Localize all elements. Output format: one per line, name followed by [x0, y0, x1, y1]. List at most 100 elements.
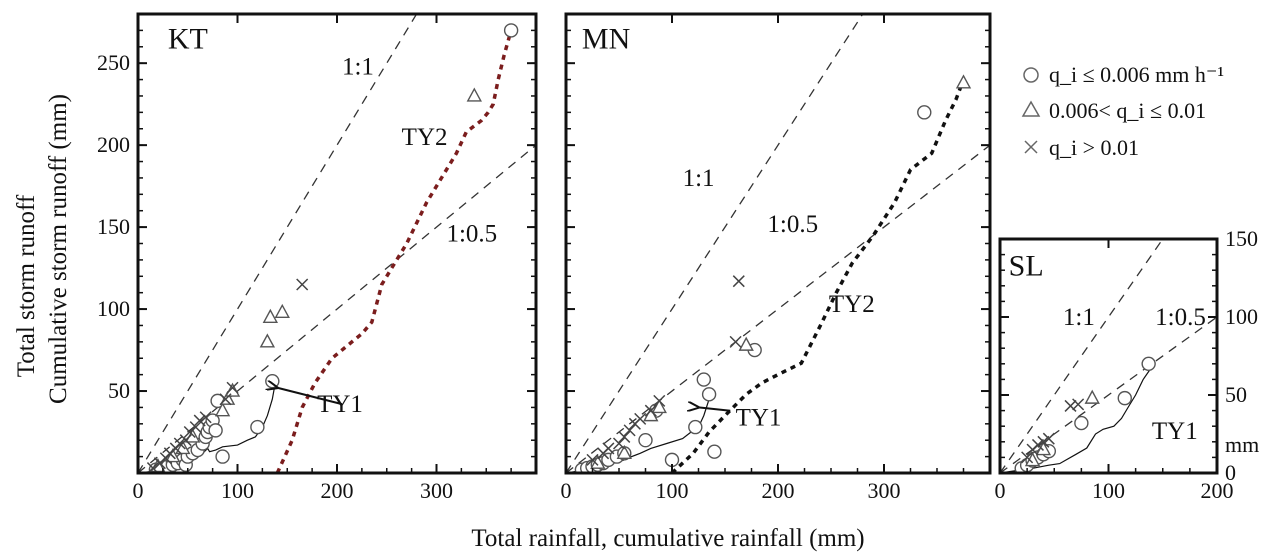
y-tick-label: 100 — [1225, 304, 1258, 329]
annotation-ty1: TY1 — [1152, 418, 1198, 445]
x-tick-label: 200 — [321, 478, 354, 503]
point-circle — [250, 419, 265, 435]
plot-area-mn — [566, 14, 990, 473]
point-cross — [179, 434, 192, 447]
x-tick-label: 200 — [1201, 478, 1234, 503]
point-cross — [1042, 432, 1055, 445]
y-tick-label: 250 — [97, 50, 130, 75]
point-cross — [1064, 399, 1077, 412]
y-tick-label: 50 — [1225, 382, 1247, 407]
x-tick-label: 300 — [868, 478, 901, 503]
point-circle — [208, 423, 223, 438]
point-triangle — [214, 402, 231, 417]
point-triangle — [274, 303, 290, 319]
legend-label-triangle: 0.006< q_i ≤ 0.01 — [1049, 98, 1206, 123]
point-triangle — [955, 74, 972, 89]
y-tick-label: 0 — [1225, 460, 1236, 485]
ty1-arrow — [699, 407, 731, 410]
annotation-1-1: 1:1 — [342, 53, 374, 80]
x-axis-title: Total rainfall, cumulative rainfall (mm) — [471, 525, 864, 552]
y-unit-label: mm — [1225, 432, 1259, 457]
x-tick-label: 200 — [762, 478, 795, 503]
point-cross — [219, 393, 232, 406]
point-cross — [1072, 398, 1085, 411]
point-cross — [602, 442, 615, 455]
point-cross — [193, 414, 206, 427]
point-cross — [634, 412, 647, 425]
point-cross — [732, 275, 745, 288]
point-cross — [729, 335, 742, 348]
annotation-ty1: TY1 — [736, 404, 782, 431]
panel-mn: 0 100 200 300 MN 1:1 1:0.5 TY2 TY1 — [561, 12, 992, 503]
point-triangle — [259, 333, 276, 348]
point-cross — [653, 394, 666, 407]
point-circle — [707, 444, 722, 459]
x-tick-label: 100 — [656, 478, 689, 503]
point-cross — [612, 437, 626, 450]
point-cross — [296, 278, 309, 291]
annotation-ty2: TY2 — [402, 124, 448, 151]
point-cross — [226, 381, 239, 394]
point-circle — [265, 374, 280, 389]
point-cross — [618, 430, 631, 443]
annotation-1-0-5: 1:0.5 — [446, 221, 497, 248]
point-cross — [173, 437, 186, 450]
point-cross — [644, 404, 657, 417]
panel-label-mn: MN — [582, 23, 630, 56]
cumulative-curve-ty2 — [670, 78, 966, 473]
cumulative-curve-ty2 — [275, 29, 513, 473]
panel-label-sl: SL — [1009, 250, 1044, 283]
annotation-ty2: TY2 — [829, 291, 875, 318]
plot-area-sl — [1000, 239, 1217, 473]
point-circle — [701, 387, 717, 402]
x-tick-label: 300 — [420, 478, 453, 503]
annotation-1-1: 1:1 — [683, 165, 715, 192]
legend: q_i ≤ 0.006 mm h⁻¹ 0.006< q_i ≤ 0.01 q_i… — [1021, 62, 1224, 160]
point-circle — [1141, 356, 1156, 371]
legend-circle-marker — [1023, 67, 1039, 83]
point-triangle — [466, 87, 482, 102]
point-cross — [1031, 438, 1045, 451]
point-circle — [1117, 390, 1132, 406]
x-tick-label: 0 — [995, 478, 1006, 503]
x-tick-label: 0 — [133, 478, 144, 503]
y-axis-title-line1: Total storm runoff — [13, 194, 40, 377]
legend-cross-marker — [1024, 140, 1038, 154]
y-tick-label: 200 — [97, 132, 130, 157]
point-circle — [688, 419, 703, 435]
plot-area-kt — [138, 14, 536, 473]
point-cross — [1021, 451, 1034, 464]
y-tick-label: 150 — [1225, 226, 1258, 251]
legend-item-cross: q_i > 0.01 — [1024, 135, 1139, 160]
x-tick-label: 100 — [221, 478, 254, 503]
annotation-1-0-5: 1:0.5 — [767, 211, 818, 238]
point-circle — [215, 449, 230, 464]
x-tick-label: 0 — [561, 478, 572, 503]
reference-line-1-1 — [566, 14, 864, 473]
y-tick-label: 150 — [97, 214, 130, 239]
point-triangle — [738, 336, 754, 351]
point-circle — [503, 23, 519, 38]
point-circle — [638, 433, 653, 448]
legend-item-circle: q_i ≤ 0.006 mm h⁻¹ — [1023, 62, 1224, 87]
y-tick-label: 100 — [97, 296, 130, 321]
point-triangle — [224, 382, 241, 397]
y-axis-title-line2: Cumulative storm runoff (mm) — [45, 94, 72, 404]
point-circle — [1074, 415, 1089, 431]
annotation-1-0-5: 1:0.5 — [1155, 304, 1206, 331]
point-cross — [586, 453, 599, 466]
panel-label-kt: KT — [168, 23, 208, 56]
point-triangle — [262, 308, 279, 323]
point-triangle — [1084, 389, 1100, 404]
point-cross — [623, 424, 636, 437]
point-triangle — [616, 444, 632, 460]
legend-label-circle: q_i ≤ 0.006 mm h⁻¹ — [1049, 62, 1224, 87]
point-triangle — [1035, 441, 1052, 456]
point-cross — [199, 411, 212, 424]
reference-line-1-0-5 — [1000, 316, 1217, 473]
legend-item-triangle: 0.006< q_i ≤ 0.01 — [1021, 98, 1206, 123]
y-tick-label: 50 — [108, 378, 130, 403]
